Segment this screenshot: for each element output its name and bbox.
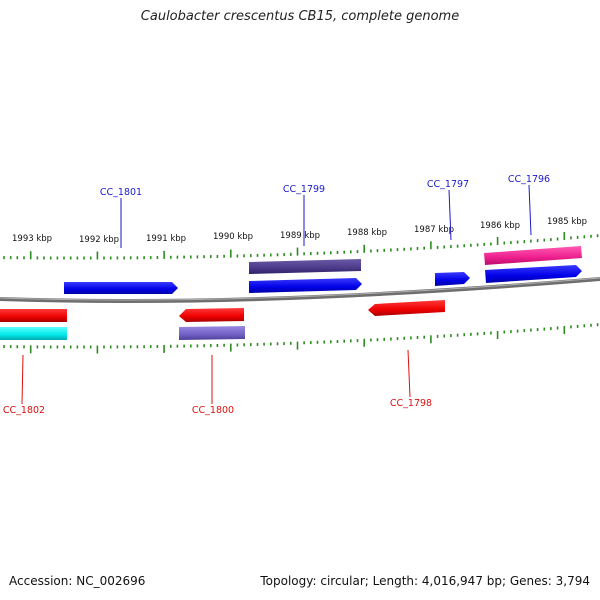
gene-feature-cc-1799[interactable] bbox=[249, 278, 362, 293]
scale-label: 1991 kbp bbox=[146, 234, 186, 244]
scale-label: 1989 kbp bbox=[280, 231, 320, 241]
label-leaders bbox=[21, 184, 532, 405]
gene-feature-cc-1800[interactable] bbox=[179, 308, 244, 322]
gene-feature-cc-1802[interactable] bbox=[0, 309, 67, 322]
topology-summary: Topology: circular; Length: 4,016,947 bp… bbox=[260, 574, 590, 588]
gene-label-cc-1798[interactable]: CC_1798 bbox=[390, 398, 432, 409]
scale-ticks-outer bbox=[3, 232, 599, 260]
gene-feature-cc-1801[interactable] bbox=[64, 282, 178, 294]
scale-label: 1990 kbp bbox=[213, 232, 253, 242]
gene-label-cc-1796[interactable]: CC_1796 bbox=[508, 174, 550, 185]
gene-feature-navy[interactable] bbox=[249, 259, 361, 274]
gene-label-cc-1800[interactable]: CC_1800 bbox=[192, 405, 234, 416]
gene-feature-cyan[interactable] bbox=[0, 327, 67, 340]
gene-feature-lavender[interactable] bbox=[179, 326, 245, 340]
accession-text: Accession: NC_002696 bbox=[9, 574, 146, 588]
reverse-features bbox=[0, 300, 445, 340]
scale-label: 1993 kbp bbox=[12, 234, 52, 244]
gene-label-cc-1797[interactable]: CC_1797 bbox=[427, 179, 469, 190]
scale-label: 1986 kbp bbox=[480, 221, 520, 231]
genome-backbone bbox=[0, 277, 600, 304]
scale-label: 1987 kbp bbox=[414, 225, 454, 235]
scale-label: 1985 kbp bbox=[547, 217, 587, 227]
gene-label-cc-1799[interactable]: CC_1799 bbox=[283, 184, 325, 195]
map-title: Caulobacter crescentus CB15, complete ge… bbox=[140, 9, 460, 24]
gene-feature-cc-1797[interactable] bbox=[435, 272, 470, 286]
gene-label-cc-1801[interactable]: CC_1801 bbox=[100, 187, 142, 198]
gene-feature-blue-right[interactable] bbox=[485, 265, 582, 283]
scale-ticks-inner bbox=[3, 323, 599, 354]
gene-label-cc-1802[interactable]: CC_1802 bbox=[3, 405, 45, 416]
gene-feature-cc-1796[interactable] bbox=[484, 246, 582, 265]
scale-label: 1992 kbp bbox=[79, 235, 119, 245]
gene-labels: CC_1801 CC_1799 CC_1797 CC_1796 CC_1802 … bbox=[3, 174, 550, 416]
gene-feature-cc-1798[interactable] bbox=[368, 300, 445, 316]
scale-label: 1988 kbp bbox=[347, 228, 387, 238]
forward-features bbox=[64, 246, 582, 294]
scale-labels: 1993 kbp 1992 kbp 1991 kbp 1990 kbp 1989… bbox=[12, 217, 587, 245]
